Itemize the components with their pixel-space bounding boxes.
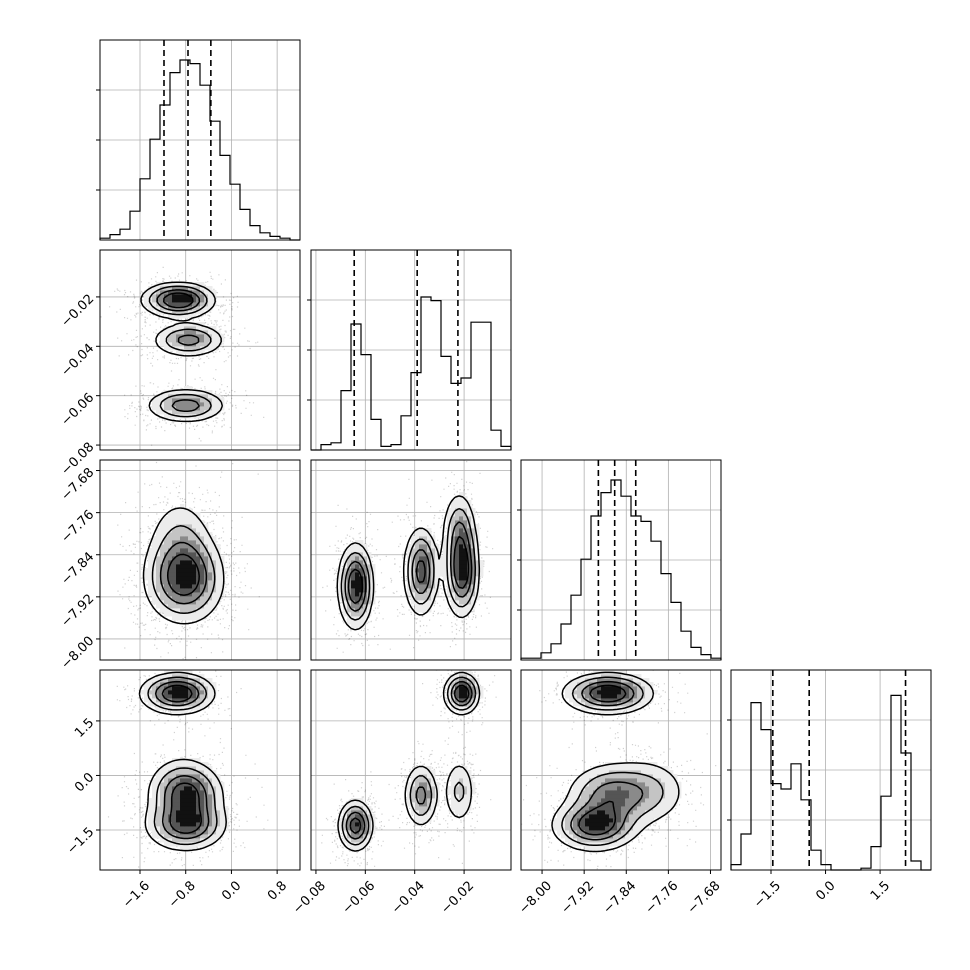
hist-panel-1	[307, 249, 512, 451]
panel-frame-2-0	[99, 459, 301, 661]
x-tick-label-2-3: −7.76	[643, 878, 682, 917]
y-tick-label-3-0: −1.5	[64, 825, 97, 858]
y-tick-label-1-1: −0.06	[59, 390, 98, 429]
y-tick-label-2-0: −8.00	[59, 634, 98, 673]
hist-frame-1	[310, 249, 512, 451]
x-tick-label-3-0: −1.5	[751, 878, 784, 911]
y-axis-1: −0.08−0.06−0.04−0.02	[59, 292, 100, 479]
contour-3-0-0	[138, 671, 227, 852]
contour-2-1-0	[336, 495, 481, 631]
hist-frame-3	[730, 669, 932, 871]
y-tick-label-3-2: 1.5	[72, 716, 97, 741]
x-tick-label-0-2: 0.0	[219, 878, 244, 903]
x-tick-label-0-1: −0.8	[166, 878, 199, 911]
contour-3-1-2	[345, 680, 473, 840]
contour-3-1-1	[341, 676, 477, 846]
contour-2-0-2	[159, 541, 208, 605]
contour-2-1-2	[344, 521, 473, 612]
contour-2-0-1	[151, 525, 216, 615]
x-tick-label-3-2: 1.5	[868, 878, 893, 903]
contour-1-0-2	[156, 289, 201, 413]
scatter-panel-1-0	[99, 249, 301, 451]
y-tick-label-2-3: −7.76	[59, 507, 98, 546]
scatter-panel-2-0	[99, 459, 301, 661]
y-tick-label-2-2: −7.84	[59, 549, 98, 588]
scatter-panel-3-1	[310, 669, 512, 871]
y-axis-2: −8.00−7.92−7.84−7.76−7.68	[59, 465, 100, 672]
hist-panel-3	[727, 669, 932, 871]
scatter-panel-3-0	[99, 669, 301, 871]
contour-3-2-2	[570, 680, 644, 841]
histogram-1	[311, 296, 512, 451]
density-fill-3-2	[553, 670, 682, 851]
contour-3-0-3	[161, 684, 202, 834]
histogram-2	[520, 479, 722, 660]
x-axis-2: −8.00 −7.92 −7.84 −7.76 −7.68	[516, 870, 724, 917]
contour-1-0-0	[140, 281, 224, 423]
contour-3-2-1	[561, 676, 664, 847]
density-fill-1-0	[144, 282, 225, 419]
x-tick-label-2-4: −7.68	[685, 878, 724, 917]
x-tick-label-1-2: −0.04	[389, 878, 428, 917]
contour-2-0-3	[166, 553, 200, 596]
hist-panel-0	[96, 39, 301, 241]
contour-1-0-3	[162, 292, 194, 309]
x-tick-label-0-0: −1.6	[120, 878, 153, 911]
contour-3-1-0	[337, 671, 481, 852]
y-axis-3: −1.5 0.0 1.5	[64, 716, 100, 858]
x-tick-label-2-2: −7.84	[601, 878, 640, 917]
panel-frame-2-1	[310, 459, 512, 661]
x-tick-label-1-3: −0.02	[438, 878, 477, 917]
x-tick-label-1-1: −0.06	[340, 878, 379, 917]
hist-frame-2	[520, 459, 722, 661]
histogram-3	[730, 694, 931, 871]
x-axis-3: −1.5 0.0 1.5	[751, 870, 893, 911]
contour-2-1-3	[347, 535, 470, 605]
contour-3-2-0	[551, 671, 680, 853]
contour-1-0-1	[148, 285, 212, 418]
scatter-panel-3-2	[520, 669, 722, 871]
contour-3-1-3	[349, 684, 470, 834]
hist-panel-2	[517, 459, 722, 661]
panel-frame-3-1	[310, 669, 512, 871]
x-axis-0: −1.6 −0.8 0.0 0.8	[120, 870, 290, 911]
scatter-panel-2-1	[310, 459, 512, 661]
histogram-0	[99, 59, 300, 241]
contour-3-0-2	[154, 680, 210, 840]
contour-3-0-1	[147, 676, 218, 846]
panel-frame-3-0	[99, 669, 301, 871]
contour-3-2-3	[578, 684, 627, 836]
panel-frame-1-0	[99, 249, 301, 451]
scatter-points-3-1	[321, 670, 497, 870]
panel-frame-3-2	[520, 669, 722, 871]
y-tick-label-3-1: 0.0	[72, 770, 97, 795]
y-tick-label-2-1: −7.92	[59, 592, 98, 631]
x-tick-label-0-3: 0.8	[265, 878, 290, 903]
hist-frame-0	[99, 39, 301, 241]
x-tick-label-2-0: −8.00	[516, 878, 555, 917]
x-axis-1: −0.08 −0.06 −0.04 −0.02	[290, 870, 477, 917]
y-tick-label-1-2: −0.04	[59, 341, 98, 380]
contour-2-0-0	[142, 507, 225, 625]
y-tick-label-1-3: −0.02	[59, 292, 98, 331]
x-tick-label-1-0: −0.08	[290, 878, 329, 917]
contour-2-1-1	[340, 507, 477, 621]
x-tick-label-3-1: 0.0	[813, 878, 838, 903]
x-tick-label-2-1: −7.92	[558, 878, 597, 917]
